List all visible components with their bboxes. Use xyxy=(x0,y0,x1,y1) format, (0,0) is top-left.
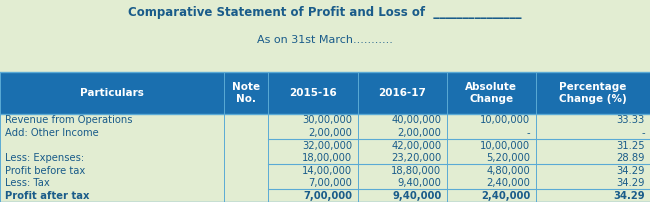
Text: 9,40,000: 9,40,000 xyxy=(398,178,441,188)
Text: Less: Expenses:: Less: Expenses: xyxy=(5,153,84,163)
Bar xyxy=(0,127,650,139)
Text: 42,00,000: 42,00,000 xyxy=(391,141,441,150)
Bar xyxy=(0,164,650,177)
Text: Note
No.: Note No. xyxy=(232,82,261,104)
Text: 5,20,000: 5,20,000 xyxy=(486,153,530,163)
Text: 10,00,000: 10,00,000 xyxy=(480,115,530,125)
Text: 2016-17: 2016-17 xyxy=(378,88,426,98)
Bar xyxy=(447,72,536,114)
Text: Absolute
Change: Absolute Change xyxy=(465,82,517,104)
Bar xyxy=(0,189,650,202)
Text: 14,00,000: 14,00,000 xyxy=(302,166,352,176)
Bar xyxy=(0,152,650,164)
Text: 31.25: 31.25 xyxy=(616,141,645,150)
Text: 18,80,000: 18,80,000 xyxy=(391,166,441,176)
Text: 10,00,000: 10,00,000 xyxy=(480,141,530,150)
Bar xyxy=(536,72,650,114)
Bar xyxy=(268,72,358,114)
Text: Profit after tax: Profit after tax xyxy=(5,191,90,201)
Text: 4,80,000: 4,80,000 xyxy=(487,166,530,176)
Text: Percentage
Change (%): Percentage Change (%) xyxy=(559,82,627,104)
Text: 32,00,000: 32,00,000 xyxy=(302,141,352,150)
Text: Profit before tax: Profit before tax xyxy=(5,166,85,176)
Text: 30,00,000: 30,00,000 xyxy=(302,115,352,125)
Bar xyxy=(0,114,650,127)
Bar xyxy=(224,72,268,114)
Text: 7,00,000: 7,00,000 xyxy=(309,178,352,188)
Text: 28.89: 28.89 xyxy=(616,153,645,163)
Text: 40,00,000: 40,00,000 xyxy=(391,115,441,125)
Text: 34.29: 34.29 xyxy=(616,178,645,188)
Text: 2,40,000: 2,40,000 xyxy=(481,191,530,201)
Bar xyxy=(358,72,447,114)
Bar xyxy=(0,177,650,189)
Bar xyxy=(0,72,224,114)
Text: Particulars: Particulars xyxy=(80,88,144,98)
Text: 2,00,000: 2,00,000 xyxy=(309,128,352,138)
Bar xyxy=(0,139,650,152)
Text: 7,00,000: 7,00,000 xyxy=(304,191,352,201)
Text: 9,40,000: 9,40,000 xyxy=(392,191,441,201)
Text: 23,20,000: 23,20,000 xyxy=(391,153,441,163)
Text: Revenue from Operations: Revenue from Operations xyxy=(5,115,133,125)
Text: -: - xyxy=(641,128,645,138)
Text: Add: Other Income: Add: Other Income xyxy=(5,128,99,138)
Text: Comparative Statement of Profit and Loss of  _______________: Comparative Statement of Profit and Loss… xyxy=(128,6,522,19)
Text: 2,40,000: 2,40,000 xyxy=(487,178,530,188)
Text: 34.29: 34.29 xyxy=(616,166,645,176)
Text: 33.33: 33.33 xyxy=(617,115,645,125)
Text: 2015-16: 2015-16 xyxy=(289,88,337,98)
Text: Less: Tax: Less: Tax xyxy=(5,178,50,188)
Text: 2,00,000: 2,00,000 xyxy=(398,128,441,138)
Text: 34.29: 34.29 xyxy=(613,191,645,201)
Text: -: - xyxy=(526,128,530,138)
Text: As on 31st March...........: As on 31st March........... xyxy=(257,35,393,45)
Text: 18,00,000: 18,00,000 xyxy=(302,153,352,163)
